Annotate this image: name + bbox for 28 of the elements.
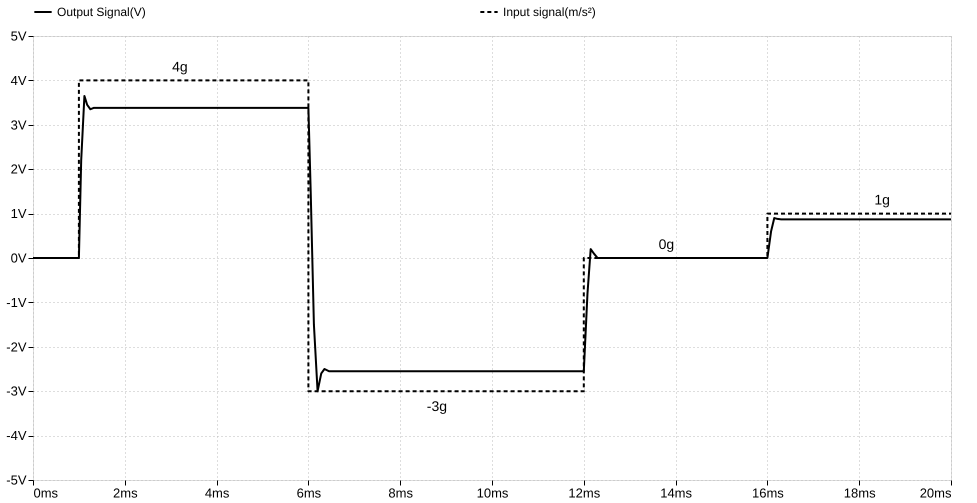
y-tick-label: 4V (10, 72, 27, 88)
x-tick-label: 0ms (34, 486, 59, 500)
x-tick-label: 20ms (920, 486, 952, 500)
y-tick-label: 1V (10, 206, 27, 222)
y-tick-label: -2V (6, 339, 27, 354)
x-tick-label: 18ms (844, 486, 876, 500)
annotation: -3g (426, 398, 448, 414)
x-tick-label: 16ms (752, 486, 784, 500)
legend-label: Output Signal(V) (57, 5, 146, 19)
y-tick-label: 2V (10, 162, 27, 177)
y-tick-label: 5V (10, 28, 27, 44)
y-tick-label: -5V (6, 472, 27, 488)
x-tick-label: 2ms (113, 486, 138, 500)
annotation: 0g (658, 236, 674, 252)
annotation: 1g (874, 192, 890, 208)
legend-label: Input signal(m/s²) (503, 5, 596, 19)
x-tick-label: 4ms (204, 486, 230, 500)
x-tick-label: 10ms (476, 486, 509, 500)
annotation: 4g (172, 58, 188, 74)
x-tick-label: 8ms (388, 486, 414, 500)
x-tick-label: 12ms (568, 486, 601, 500)
y-tick-label: -4V (6, 428, 27, 444)
y-tick-label: -3V (6, 384, 27, 399)
x-tick-label: 14ms (660, 486, 692, 500)
y-tick-label: -1V (6, 294, 27, 310)
x-tick-label: 6ms (296, 486, 322, 500)
y-tick-label: 0V (10, 250, 27, 266)
y-tick-label: 3V (10, 117, 27, 132)
